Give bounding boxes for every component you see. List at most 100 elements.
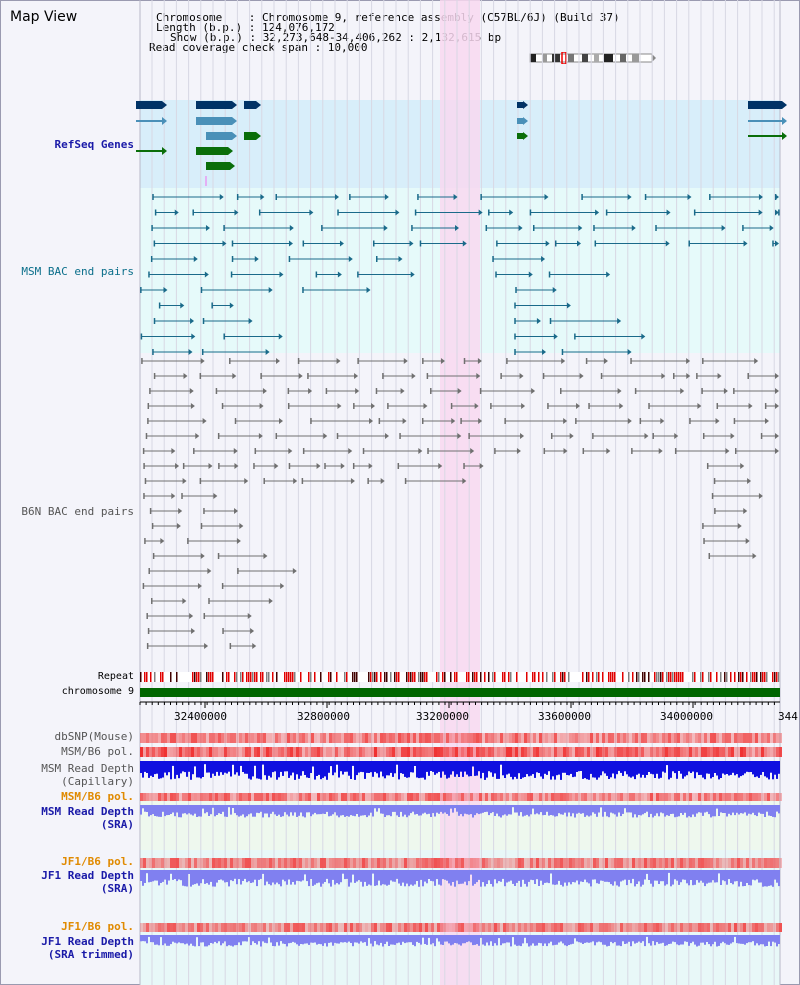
dbsnp-strip <box>236 733 239 743</box>
jf1-depth-trim-bar <box>514 935 516 945</box>
msm-pol-strip <box>734 747 737 757</box>
jf1-depth-trim-bar <box>692 935 694 942</box>
jf1-depth-trim-bar <box>706 935 708 942</box>
jf1-pol-trim-strip <box>620 923 623 932</box>
jf1-pol-strip <box>182 858 185 868</box>
msm-depth-cap-bar <box>768 761 770 780</box>
msm-depth-cap-bar <box>584 761 586 779</box>
msm-bac-pair-end <box>384 194 389 200</box>
msm-depth-cap-bar <box>232 761 234 765</box>
msm-depth-cap-bar <box>264 761 266 776</box>
b6n-bac-pair-end <box>234 463 239 469</box>
msm-pol-sra-strip <box>614 793 617 801</box>
repeat-element <box>284 672 286 682</box>
jf1-depth-trim-bar <box>770 935 772 947</box>
jf1-depth-bar <box>228 870 230 887</box>
jf1-depth-bar <box>528 870 530 882</box>
msm-depth-cap-bar <box>502 761 504 776</box>
jf1-pol-trim-strip <box>377 923 380 932</box>
msm-depth-sra-bar <box>460 805 462 815</box>
msm-depth-sra-bar <box>322 805 324 814</box>
jf1-pol-strip <box>197 858 200 868</box>
msm-depth-sra-label-2: (SRA) <box>100 818 134 831</box>
msm-pol-sra-strip <box>623 793 626 801</box>
msm-pol-strip <box>584 747 587 757</box>
jf1-depth-bar <box>330 870 332 887</box>
jf1-pol-trim-strip <box>557 923 560 932</box>
axis-tick-label: 33600000 <box>538 710 591 723</box>
msm-pol-sra-strip <box>638 793 641 801</box>
msm-depth-cap-bar <box>572 761 574 778</box>
refseq-gene <box>136 101 162 109</box>
msm-depth-cap-bar <box>172 761 174 766</box>
msm-pol-sra-strip <box>332 793 335 801</box>
jf1-pol-trim-strip <box>323 923 326 932</box>
jf1-pol-trim-strip <box>344 923 347 932</box>
msm-depth-sra-bar <box>496 805 498 814</box>
msm-pol-sra-strip <box>734 793 737 801</box>
jf1-depth-trim-bar <box>292 935 294 942</box>
msm-pol-strip <box>686 747 689 757</box>
jf1-pol-trim-strip <box>533 923 536 932</box>
msm-pol-sra-strip <box>341 793 344 801</box>
dbsnp-strip <box>683 733 686 743</box>
msm-depth-cap-bar <box>356 761 358 776</box>
msm-pol-sra-strip <box>608 793 611 801</box>
b6n-bac-pair-end <box>232 373 237 379</box>
msm-pol-sra-strip <box>725 793 728 801</box>
jf1-pol-strip <box>524 858 527 868</box>
jf1-depth-bar <box>222 870 224 881</box>
msm-pol-strip <box>245 747 248 757</box>
msm-pol-strip <box>569 747 572 757</box>
dbsnp-strip <box>635 733 638 743</box>
b6n-bac-pair-end <box>308 388 313 394</box>
jf1-pol-strip <box>200 858 203 868</box>
msm-pol-strip <box>707 747 710 757</box>
dbsnp-strip <box>230 733 233 743</box>
jf1-pol-trim-strip <box>581 923 584 932</box>
jf1-depth-bar <box>336 870 338 884</box>
jf1-pol-trim-strip <box>185 923 188 932</box>
msm-depth-sra-bar <box>716 805 718 809</box>
jf1-depth-trim-bar <box>596 935 598 943</box>
jf1-depth-trim-bar <box>492 935 494 946</box>
jf1-pol-strip <box>233 858 236 868</box>
dbsnp-strip <box>206 733 209 743</box>
msm-pol-sra-strip <box>230 793 233 801</box>
msm-depth-cap-bar <box>598 761 600 778</box>
jf1-depth-trim-bar <box>386 935 388 942</box>
msm-bac-pair-end <box>544 194 549 200</box>
jf1-pol-strip <box>149 858 152 868</box>
dbsnp-strip <box>638 733 641 743</box>
dbsnp-strip <box>398 733 401 743</box>
jf1-depth-trim-bar <box>614 935 616 943</box>
jf1-pol-trim-strip <box>758 923 761 932</box>
msm-depth-sra-bar <box>162 805 164 812</box>
jf1-pol-strip <box>158 858 161 868</box>
dbsnp-strip <box>440 733 443 743</box>
jf1-pol-strip <box>224 858 227 868</box>
msm-depth-sra-bar <box>206 805 208 813</box>
msm-pol-strip <box>143 747 146 757</box>
msm-pol-sra-strip <box>653 793 656 801</box>
dbsnp-strip <box>530 733 533 743</box>
msm-depth-sra-bar <box>360 805 362 816</box>
dbsnp-strip <box>668 733 671 743</box>
msm-depth-sra-bar <box>556 805 558 817</box>
jf1-depth-trim-bar <box>388 935 390 946</box>
dbsnp-strip <box>779 733 782 743</box>
dbsnp-strip <box>749 733 752 743</box>
msm-depth-cap-bar <box>212 761 214 774</box>
gene-strand-arrow <box>232 132 237 140</box>
jf1-depth-bar <box>202 870 204 880</box>
msm-depth-cap-bar <box>412 761 414 773</box>
msm-depth-sra-bar <box>772 805 774 817</box>
jf1-depth-trim-bar <box>268 935 270 938</box>
jf1-depth-trim-bar <box>142 935 144 942</box>
dbsnp-strip <box>212 733 215 743</box>
msm-depth-cap-bar <box>410 761 412 773</box>
jf1-pol-trim-strip <box>545 923 548 932</box>
dbsnp-strip <box>143 733 146 743</box>
jf1-pol-trim-strip <box>536 923 539 932</box>
